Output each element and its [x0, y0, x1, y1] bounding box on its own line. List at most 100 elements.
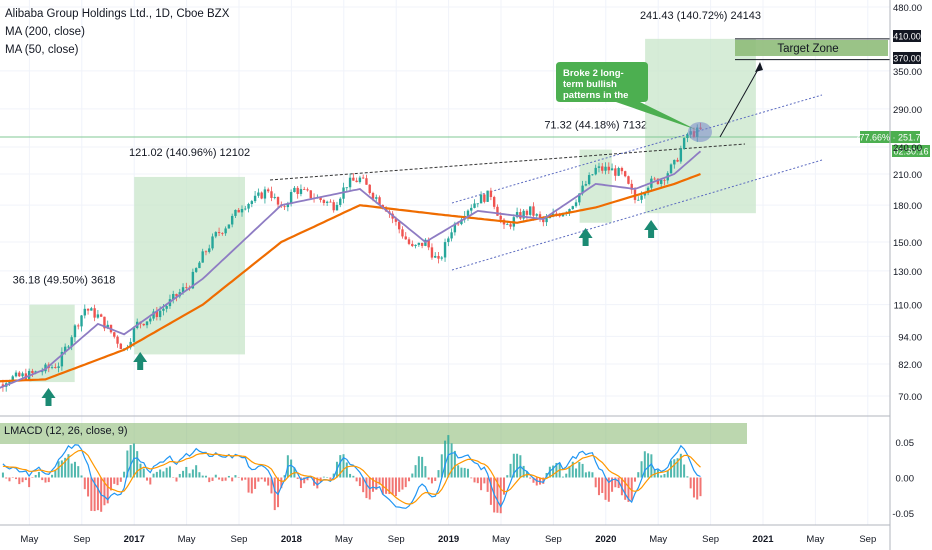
- macd-histogram-bar: [365, 477, 368, 499]
- candle-body: [365, 178, 368, 185]
- candle-body: [440, 257, 443, 259]
- candle-body: [132, 327, 136, 342]
- breakout-highlight: [688, 122, 712, 142]
- candle-body: [489, 190, 493, 198]
- price-tag-label: 02:30:16: [893, 147, 928, 157]
- candle-body: [614, 168, 617, 176]
- macd-histogram-bar: [689, 477, 692, 489]
- candle-body: [601, 166, 604, 171]
- macd-tick-label: 0.05: [896, 438, 915, 449]
- candle-body: [456, 223, 460, 225]
- candle-body: [368, 184, 371, 194]
- macd-histogram-bar: [565, 473, 568, 478]
- candle-body: [286, 203, 290, 208]
- ma50-legend[interactable]: MA (50, close): [5, 44, 79, 56]
- macd-histogram-bar: [656, 469, 659, 478]
- candle-body: [535, 214, 538, 216]
- macd-histogram-bar: [614, 477, 617, 488]
- candle-body: [394, 218, 398, 222]
- macd-histogram-bar: [201, 475, 204, 478]
- candle-body: [299, 189, 303, 194]
- macd-histogram-bar: [414, 465, 417, 478]
- candle-body: [31, 370, 34, 374]
- y-tick-label: 240.00: [893, 143, 922, 154]
- candle-body: [257, 192, 260, 196]
- candle-body: [653, 178, 656, 180]
- macd-histogram-bar: [640, 461, 643, 478]
- macd-histogram-bar: [93, 477, 96, 512]
- ma200-line: [0, 172, 701, 383]
- candle-body: [460, 219, 463, 225]
- macd-legend[interactable]: LMACD (12, 26, close, 9): [4, 425, 128, 437]
- macd-histogram-bar: [70, 463, 73, 478]
- candle-body: [54, 367, 57, 368]
- macd-histogram-bar: [41, 477, 44, 481]
- macd-histogram-bar: [1, 472, 4, 478]
- macd-histogram-bar: [512, 453, 515, 478]
- macd-histogram-bar: [634, 477, 636, 482]
- candle-body: [332, 202, 335, 211]
- y-tick-label: 70.00: [898, 392, 922, 403]
- candle-body: [414, 244, 417, 247]
- macd-histogram-bar: [575, 468, 578, 478]
- zone-label: 121.02 (140.96%) 12102: [129, 147, 250, 159]
- candle-body: [70, 337, 73, 347]
- ma200-legend[interactable]: MA (200, close): [5, 26, 85, 38]
- macd-histogram-bar: [516, 453, 519, 478]
- candle-body: [371, 193, 375, 199]
- macd-histogram-bar: [211, 477, 214, 481]
- x-tick-label: May: [806, 534, 824, 545]
- candle-body: [656, 178, 660, 184]
- x-tick-label: 2018: [281, 534, 302, 545]
- candle-body: [93, 308, 96, 318]
- macd-histogram-bar: [87, 477, 90, 497]
- macd-histogram-bar: [195, 465, 198, 478]
- candle-body: [14, 372, 18, 377]
- macd-histogram-bar: [155, 471, 158, 478]
- candle-body: [165, 306, 168, 309]
- macd-histogram-bar: [670, 460, 673, 478]
- candle-body: [430, 247, 434, 258]
- macd-histogram-bar: [80, 475, 83, 478]
- candle-body: [319, 197, 322, 201]
- candle-body: [221, 233, 224, 234]
- candle-body: [417, 242, 421, 245]
- macd-histogram-bar: [594, 477, 597, 488]
- candle-body: [466, 210, 470, 216]
- candle-body: [267, 189, 270, 192]
- candle-body: [8, 381, 11, 384]
- x-tick-label: May: [178, 534, 196, 545]
- macd-histogram-bar: [450, 443, 453, 478]
- callout-text: Broke 2 long-term bullish patterns in th…: [563, 68, 629, 112]
- macd-histogram-bar: [339, 455, 342, 478]
- candle-body: [306, 189, 309, 191]
- target-zone-box: [735, 40, 888, 56]
- macd-histogram-bar: [83, 477, 86, 490]
- macd-histogram-bar: [663, 473, 666, 478]
- candle-body: [201, 251, 204, 263]
- candle-body: [594, 167, 597, 175]
- candle-body: [260, 192, 263, 199]
- macd-histogram-bar: [355, 477, 358, 482]
- macd-histogram-bar: [607, 477, 610, 502]
- macd-highlight-band: [0, 423, 747, 444]
- macd-histogram-bar: [696, 477, 699, 500]
- candle-body: [450, 232, 453, 239]
- candle-body: [250, 201, 254, 204]
- macd-histogram-bar: [31, 477, 34, 478]
- candle-body: [620, 168, 624, 172]
- symbol-title[interactable]: Alibaba Group Holdings Ltd., 1D, Cboe BZ…: [5, 8, 230, 20]
- macd-histogram-bar: [601, 477, 604, 493]
- macd-histogram-bar: [372, 477, 374, 492]
- candle-body: [145, 321, 149, 326]
- candle-body: [142, 323, 145, 326]
- macd-histogram-bar: [57, 461, 60, 478]
- candle-body: [149, 318, 152, 322]
- macd-histogram-bar: [237, 477, 240, 478]
- x-tick-label: 2019: [438, 534, 459, 545]
- macd-histogram-bar: [460, 467, 463, 478]
- macd-tick-label: 0.00: [896, 474, 915, 485]
- candle-body: [247, 203, 250, 209]
- candle-body: [676, 159, 679, 162]
